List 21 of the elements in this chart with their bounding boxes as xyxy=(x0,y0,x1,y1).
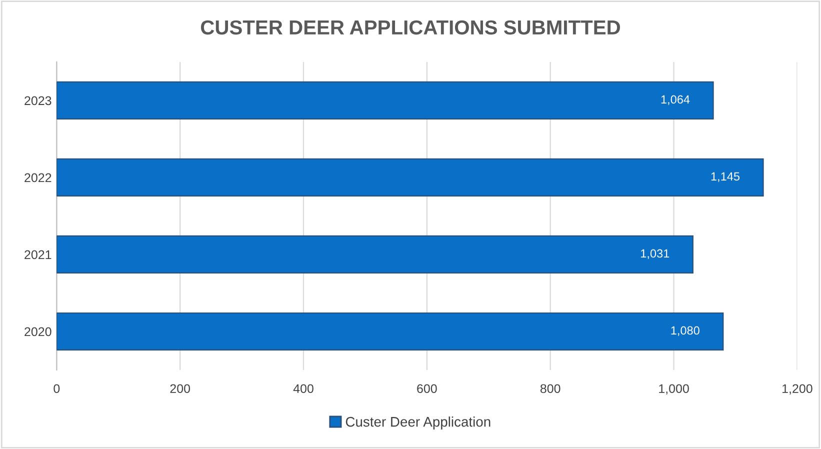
x-tick-label: 200 xyxy=(170,384,190,394)
x-tick-label: 600 xyxy=(417,384,437,394)
bar xyxy=(56,158,764,197)
y-tick-label: 2020 xyxy=(24,327,52,336)
x-tick-label: 400 xyxy=(293,384,314,394)
data-label: 1,145 xyxy=(711,172,740,182)
bar xyxy=(56,81,714,120)
data-label: 1,080 xyxy=(671,326,700,336)
y-tick-label: 2021 xyxy=(24,250,52,260)
bar xyxy=(56,235,694,274)
data-label: 1,064 xyxy=(661,95,690,106)
bar xyxy=(56,312,724,351)
data-label: 1,031 xyxy=(641,249,670,260)
x-tick-label: 1,000 xyxy=(659,384,689,395)
y-tick-label: 2022 xyxy=(24,173,52,182)
legend-label: Custer Deer Application xyxy=(346,416,490,430)
x-tick-label: 1,200 xyxy=(782,384,812,395)
x-tick-label: 0 xyxy=(54,384,60,394)
chart-title: CUSTER DEER APPLICATIONS SUBMITTED xyxy=(200,20,620,35)
x-tick-label: 800 xyxy=(540,384,560,394)
y-tick-label: 2023 xyxy=(24,96,52,106)
